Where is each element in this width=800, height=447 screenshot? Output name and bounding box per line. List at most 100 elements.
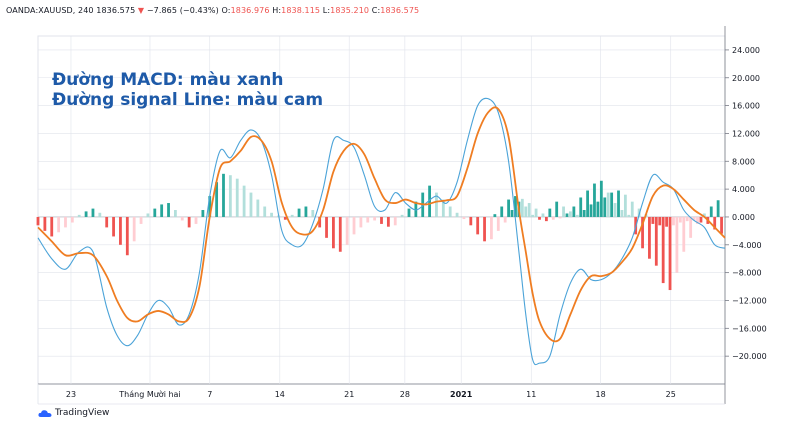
x-tick-label: 21 bbox=[344, 390, 354, 399]
histogram-bar bbox=[435, 192, 438, 217]
annotation-macd: Đường MACD: màu xanh bbox=[52, 70, 284, 90]
y-tick-label: 24.000 bbox=[732, 46, 760, 55]
histogram-bar bbox=[627, 214, 631, 217]
histogram-bar bbox=[617, 190, 620, 217]
y-tick-label: −12.000 bbox=[732, 296, 767, 305]
histogram-bar bbox=[119, 216, 122, 245]
histogram-bar bbox=[64, 216, 67, 228]
histogram-bar bbox=[386, 216, 390, 227]
histogram-bar bbox=[373, 216, 377, 221]
histogram-bar bbox=[651, 216, 655, 224]
histogram-bar bbox=[249, 192, 253, 217]
histogram-bar bbox=[658, 216, 662, 226]
histogram-bar bbox=[544, 216, 548, 222]
histogram-bar bbox=[692, 216, 696, 221]
histogram-bar bbox=[620, 210, 624, 217]
histogram-bar bbox=[228, 175, 232, 217]
histogram-bar bbox=[125, 216, 129, 256]
histogram-bar bbox=[441, 199, 445, 217]
histogram-bar bbox=[565, 213, 569, 217]
histogram-bar bbox=[352, 216, 356, 235]
tradingview-logo[interactable]: TradingView bbox=[38, 408, 109, 418]
histogram-bar bbox=[105, 216, 109, 228]
symbol-header: OANDA:XAUUSD, 240 1836.575 ▼ −7.865 (−0.… bbox=[6, 6, 419, 15]
histogram-bar bbox=[599, 180, 603, 217]
histogram-bar bbox=[713, 216, 717, 230]
histogram-bar bbox=[689, 216, 693, 238]
histogram-bar bbox=[648, 216, 651, 259]
histogram-bar bbox=[469, 216, 473, 226]
histogram-bar bbox=[493, 214, 497, 217]
histogram-bar bbox=[153, 208, 157, 217]
histogram-bar bbox=[596, 201, 600, 217]
histogram-bar bbox=[283, 216, 287, 220]
y-tick-label: 8.000 bbox=[732, 157, 755, 166]
histogram-bar bbox=[572, 206, 576, 217]
histogram-bar bbox=[215, 182, 219, 217]
histogram-bar bbox=[524, 206, 528, 217]
x-tick-label: 7 bbox=[207, 390, 212, 399]
histogram-bar bbox=[555, 201, 559, 217]
histogram-bar bbox=[672, 216, 675, 226]
histogram-bar bbox=[393, 216, 397, 226]
histogram-bar bbox=[538, 216, 541, 220]
histogram-bar bbox=[194, 216, 198, 224]
histogram-bar bbox=[235, 178, 239, 217]
histogram-bar bbox=[562, 206, 565, 217]
y-tick-label: 0.000 bbox=[732, 213, 755, 222]
x-tick-label: 23 bbox=[66, 390, 76, 399]
histogram-bar bbox=[112, 216, 115, 237]
histogram-bar bbox=[541, 213, 545, 217]
histogram-bar bbox=[678, 216, 682, 223]
histogram-bar bbox=[606, 192, 610, 217]
histogram-bar bbox=[720, 216, 723, 234]
histogram-bar bbox=[57, 216, 61, 233]
histogram-bar bbox=[359, 216, 363, 228]
histogram-bar bbox=[569, 211, 572, 217]
histogram-bar bbox=[160, 204, 164, 217]
histogram-bar bbox=[98, 212, 102, 217]
histogram-bar bbox=[139, 216, 143, 224]
histogram-bar bbox=[242, 185, 246, 217]
histogram-bar bbox=[548, 208, 552, 217]
histogram-bar bbox=[380, 216, 383, 224]
histogram-bar bbox=[338, 216, 342, 252]
last-price: 1836.575 bbox=[96, 6, 136, 15]
annotation-signal: Đường signal Line: màu cam bbox=[52, 90, 324, 110]
histogram-bar bbox=[167, 203, 170, 217]
histogram-bar bbox=[665, 216, 669, 227]
histogram-bar bbox=[400, 214, 404, 217]
histogram-bar bbox=[455, 212, 459, 217]
histogram-bar bbox=[654, 216, 658, 266]
histogram-bar bbox=[603, 197, 607, 217]
histogram-bar bbox=[366, 216, 370, 223]
histogram-bar bbox=[699, 216, 703, 223]
histogram-bar bbox=[407, 208, 411, 217]
x-tick-label: Tháng Mười hai bbox=[118, 389, 180, 399]
histogram-bar bbox=[558, 216, 562, 219]
close-value: 1836.575 bbox=[380, 6, 420, 15]
tradingview-text: TradingView bbox=[55, 408, 110, 418]
histogram-bar bbox=[146, 213, 150, 217]
high-label: H: bbox=[272, 6, 282, 15]
histogram-bar bbox=[586, 190, 589, 217]
histogram-bar bbox=[623, 194, 627, 217]
histogram-bar bbox=[70, 216, 74, 223]
x-tick-label: 28 bbox=[400, 390, 410, 399]
histogram-bar bbox=[270, 212, 273, 217]
histogram-bar bbox=[531, 214, 535, 217]
histogram-bar bbox=[520, 198, 524, 217]
y-tick-label: −16.000 bbox=[732, 324, 767, 333]
tradingview-cloud-icon bbox=[38, 409, 52, 417]
histogram-bar bbox=[187, 216, 191, 228]
x-tick-label: 2021 bbox=[450, 390, 473, 399]
histogram-bar bbox=[527, 203, 531, 217]
x-tick-label: 25 bbox=[666, 390, 676, 399]
histogram-bar bbox=[448, 206, 452, 217]
histogram-bar bbox=[222, 173, 225, 217]
histogram-bar bbox=[132, 216, 136, 242]
x-tick-label: 18 bbox=[596, 390, 606, 399]
histogram-bar bbox=[551, 216, 555, 220]
histogram-bar bbox=[575, 214, 579, 217]
